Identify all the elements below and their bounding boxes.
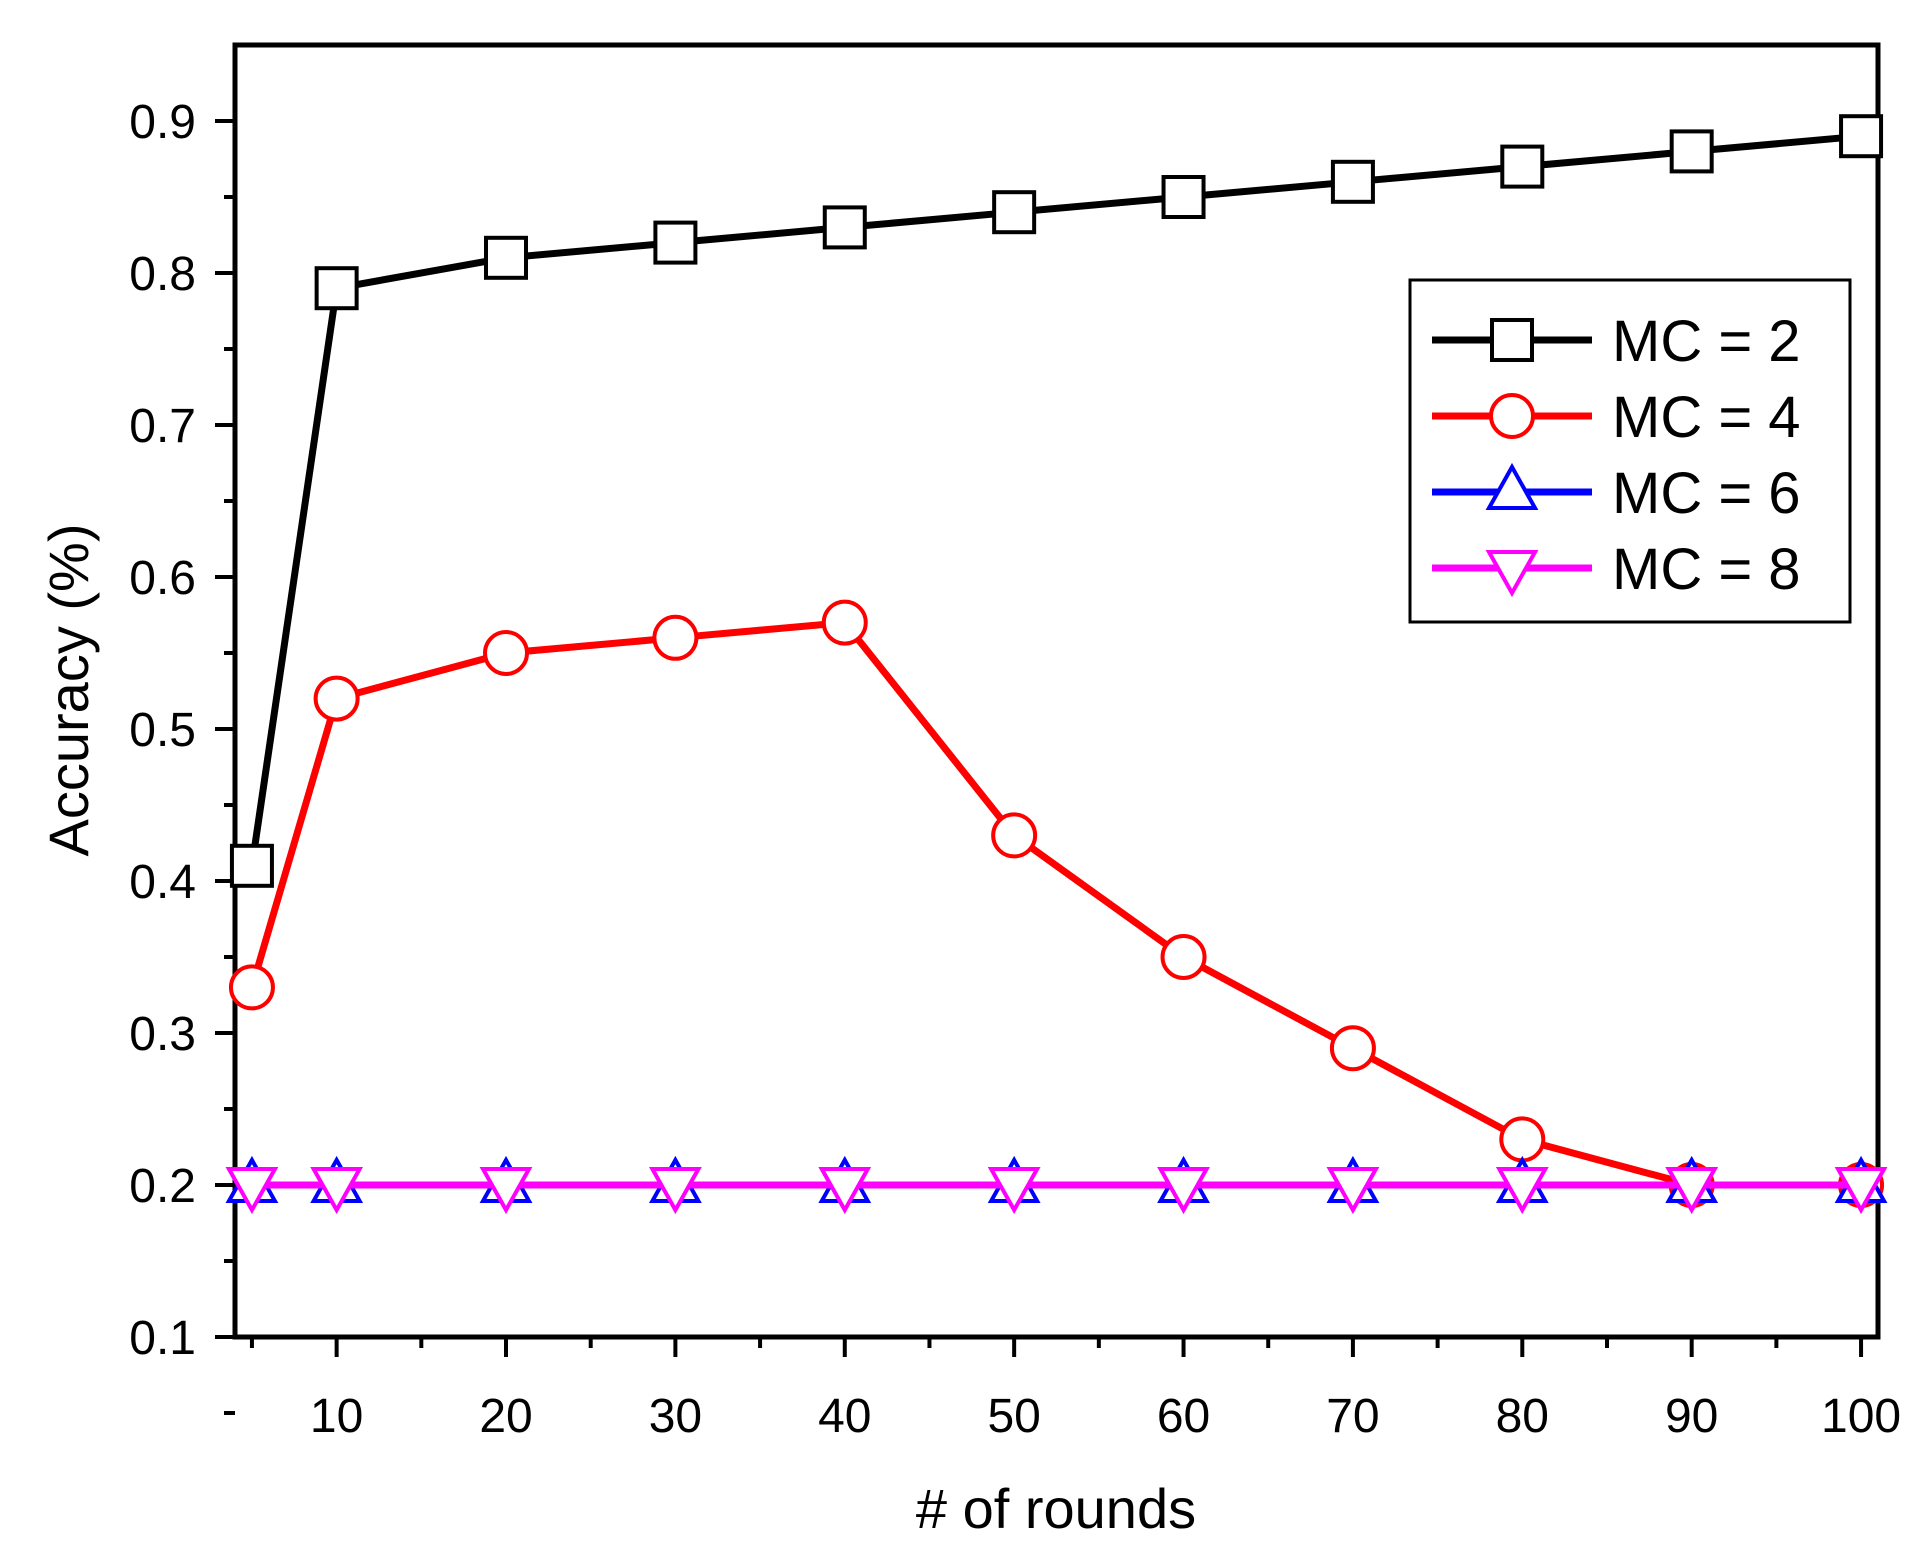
data-point [1160, 934, 1207, 980]
legend-item: MC = 8 [1432, 537, 1801, 602]
data-point [225, 1167, 279, 1215]
x-tick-label: 70 [1326, 1390, 1379, 1443]
data-point [313, 675, 360, 722]
x-tick-label: 30 [649, 1390, 702, 1443]
legend-marker [1490, 318, 1534, 362]
data-point [1669, 129, 1714, 174]
x-tick-label: 10 [310, 1390, 363, 1443]
legend-item: MC = 6 [1432, 461, 1801, 526]
x-tick-label: 20 [479, 1390, 532, 1443]
legend-marker [1485, 550, 1539, 598]
data-point [991, 812, 1038, 859]
data-point [483, 630, 530, 676]
x-axis-label: # of rounds [916, 1477, 1196, 1540]
series-line [248, 619, 1862, 1189]
y-tick-label: 0.6 [129, 552, 196, 605]
legend-label: MC = 6 [1612, 461, 1801, 526]
legend: MC = 2 MC = 4 MC = 6 MC = 8 [1408, 278, 1852, 624]
data-point [1499, 1116, 1546, 1163]
data-point [484, 235, 529, 280]
data-point [1500, 144, 1545, 189]
data-point [228, 964, 275, 1011]
x-tick-label: 80 [1496, 1390, 1549, 1443]
x-tick-label: 100 [1821, 1390, 1901, 1443]
x-tick-label: 50 [987, 1390, 1040, 1443]
data-point [648, 1167, 702, 1215]
series-1 [229, 114, 1884, 888]
series-3 [225, 1155, 1888, 1203]
y-axis-label: Accuracy (%) [37, 524, 100, 857]
legend-item: MC = 4 [1432, 385, 1801, 450]
data-point [1329, 1025, 1376, 1072]
y-axis: 0.1 0.2 0.3 0.4 0.5 0.6 0.7 0.8 0.9 [129, 96, 235, 1415]
y-tick-label: 0.2 [129, 1160, 196, 1213]
legend-marker [1489, 393, 1535, 439]
data-point [987, 1167, 1041, 1215]
data-point [1161, 175, 1206, 219]
y-tick-label: 0.4 [129, 856, 196, 909]
y-tick-label: 0.1 [129, 1312, 196, 1365]
legend-label: MC = 8 [1612, 537, 1801, 602]
data-point [1157, 1167, 1210, 1215]
series-2 [228, 599, 1885, 1208]
legend-item: MC = 2 [1432, 309, 1801, 374]
data-point [653, 220, 698, 265]
data-point [229, 843, 274, 888]
x-tick-label: 40 [818, 1390, 871, 1443]
data-point [310, 1167, 364, 1215]
x-tick-label: 90 [1665, 1390, 1718, 1443]
y-tick-label: 0.3 [129, 1008, 196, 1061]
data-point [314, 266, 359, 311]
x-axis: 10 20 30 40 50 60 70 80 90 100 [249, 1337, 1901, 1443]
data-point [1665, 1167, 1719, 1215]
x-tick-label: 60 [1157, 1390, 1210, 1443]
y-tick-label: 0.8 [129, 248, 196, 301]
data-point [1326, 1167, 1380, 1215]
data-point [821, 599, 868, 646]
series-layer [225, 114, 1888, 1215]
y-tick-label: 0.7 [129, 400, 196, 453]
y-tick-label: 0.9 [129, 96, 196, 149]
data-point [818, 1167, 872, 1215]
legend-label: MC = 2 [1612, 309, 1801, 374]
data-point [822, 205, 867, 250]
data-point [652, 614, 699, 661]
data-point [1834, 1167, 1888, 1215]
legend-marker [1485, 462, 1539, 510]
data-point [992, 190, 1037, 235]
series-4 [225, 1167, 1888, 1215]
data-point [479, 1167, 533, 1215]
data-point [1330, 159, 1375, 204]
legend-label: MC = 4 [1612, 385, 1801, 450]
plot-frame [232, 42, 1881, 1340]
y-tick-label: 0.5 [129, 704, 196, 757]
data-point [1839, 114, 1884, 159]
data-point [1495, 1167, 1549, 1215]
